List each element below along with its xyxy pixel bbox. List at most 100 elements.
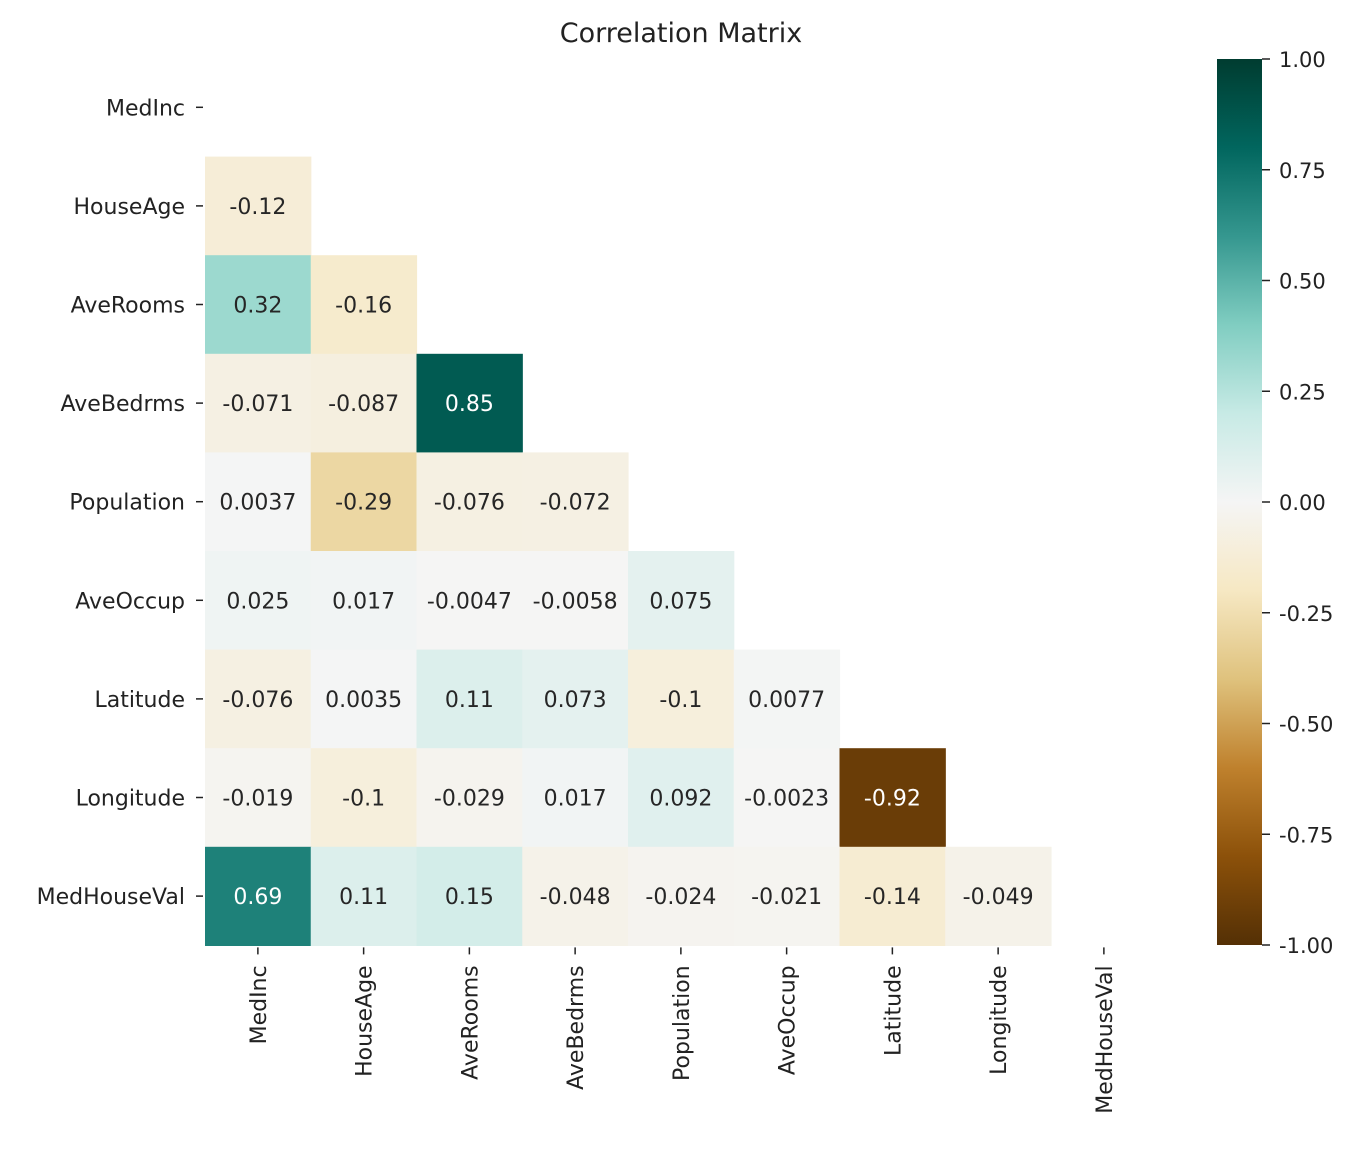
cell-value-label: -0.072 (540, 491, 611, 516)
y-tick-label: HouseAge (74, 195, 186, 220)
cell-value-label: -0.024 (645, 885, 716, 910)
cell-value-label: -0.029 (434, 787, 505, 812)
y-tick-label: AveBedrms (61, 392, 185, 417)
x-axis: MedInc HouseAge AveRooms AveBedrms Populatio… (247, 947, 1118, 1114)
heatmap-cell (733, 846, 841, 946)
heatmap-cell (733, 649, 841, 749)
cell-annotations: -0.12 0.32 -0.16 -0.071 -0.087 0.85 0.0037 -0.2… (219, 195, 1033, 910)
colorbar-gradient (1217, 59, 1262, 945)
cell-value-label: -0.019 (222, 787, 293, 812)
x-tick-label: Longitude (987, 965, 1012, 1074)
y-tick-label: Population (69, 491, 185, 516)
cell-value-label: -0.29 (335, 491, 392, 516)
y-tick-label: Latitude (94, 688, 185, 713)
cell-value-label: -0.021 (751, 885, 822, 910)
cell-value-label: 0.075 (649, 589, 712, 614)
cell-value-label: 0.073 (544, 688, 607, 713)
colorbar-tick-label: -0.25 (1279, 602, 1333, 626)
heatmap-cell (628, 846, 735, 946)
heatmap-cell (205, 748, 312, 848)
x-tick-label: MedInc (247, 965, 272, 1044)
heatmap-cells (205, 156, 1052, 946)
colorbar-tick-label: 0.75 (1279, 159, 1326, 183)
heatmap-cell (839, 846, 946, 946)
heatmap-cell (522, 452, 629, 552)
cell-value-label: -0.049 (963, 885, 1034, 910)
cell-value-label: -0.076 (222, 688, 293, 713)
cell-value-label: 0.32 (233, 294, 282, 319)
cell-value-label: 0.0077 (748, 688, 825, 713)
cell-value-label: -0.087 (328, 392, 399, 417)
heatmap-cell (416, 452, 523, 552)
x-tick-label: HouseAge (353, 965, 378, 1077)
heatmap-cell (310, 649, 418, 749)
colorbar-tick-label: 0.00 (1279, 491, 1326, 515)
x-tick-label: MedHouseVal (1093, 965, 1118, 1113)
heatmap-cell (205, 551, 312, 651)
cell-value-label: 0.0037 (219, 491, 296, 516)
chart-title: Correlation Matrix (560, 18, 802, 49)
heatmap-cell (733, 748, 841, 848)
heatmap-cell (310, 452, 418, 552)
cell-value-label: -0.076 (434, 491, 505, 516)
heatmap-cell (522, 649, 629, 749)
heatmap-cell (310, 846, 418, 946)
heatmap-cell (416, 649, 523, 749)
heatmap-cell (310, 551, 418, 651)
cell-value-label: -0.0047 (427, 589, 512, 614)
colorbar-tick-label: -0.75 (1279, 823, 1333, 847)
heatmap-cell (416, 846, 523, 946)
heatmap-cell (522, 846, 629, 946)
cell-value-label: 0.15 (445, 885, 494, 910)
cell-value-label: 0.017 (332, 589, 395, 614)
y-tick-label: AveRooms (71, 294, 185, 319)
cell-value-label: 0.017 (544, 787, 607, 812)
cell-value-label: -0.0023 (744, 787, 829, 812)
cell-value-label: -0.92 (864, 787, 921, 812)
heatmap-cell (628, 748, 735, 848)
heatmap-cell (416, 551, 523, 651)
heatmap-cell (628, 551, 735, 651)
heatmap-cell (205, 255, 312, 355)
cell-value-label: -0.12 (229, 195, 286, 220)
heatmap-cell (310, 748, 418, 848)
heatmap-cell (416, 748, 523, 848)
heatmap-cell (416, 353, 523, 453)
x-tick-label: Latitude (881, 965, 906, 1056)
heatmap-cell (839, 748, 946, 848)
heatmap-cell (205, 649, 312, 749)
y-axis: MedInc HouseAge AveRooms AveBedrms Populatio… (37, 96, 203, 910)
x-tick-label: AveBedrms (564, 965, 589, 1089)
colorbar-tick-label: 0.50 (1279, 270, 1326, 294)
cell-value-label: -0.1 (659, 688, 702, 713)
heatmap-cell (205, 156, 312, 256)
heatmap-cell (310, 353, 418, 453)
cell-value-label: -0.1 (342, 787, 385, 812)
heatmap-cell (628, 649, 735, 749)
x-tick-label: AveOccup (776, 965, 801, 1075)
y-tick-label: AveOccup (75, 589, 185, 614)
colorbar-tick-label: -0.50 (1279, 713, 1333, 737)
y-tick-label: MedHouseVal (37, 885, 185, 910)
cell-value-label: 0.092 (649, 787, 712, 812)
heatmap-cell (205, 353, 312, 453)
cell-value-label: 0.11 (339, 885, 388, 910)
cell-value-label: -0.071 (222, 392, 293, 417)
cell-value-label: 0.0035 (325, 688, 402, 713)
heatmap-cell (945, 846, 1052, 946)
cell-value-label: -0.0058 (533, 589, 618, 614)
cell-value-label: 0.69 (233, 885, 282, 910)
heatmap-cell (522, 748, 629, 848)
heatmap-cell (205, 846, 312, 946)
cell-value-label: 0.85 (445, 392, 494, 417)
cell-value-label: -0.048 (540, 885, 611, 910)
heatmap-cell (310, 255, 418, 355)
colorbar-tick-label: 1.00 (1279, 48, 1326, 72)
x-tick-label: AveRooms (458, 965, 483, 1079)
heatmap-cell (205, 452, 312, 552)
x-tick-label: Population (670, 965, 695, 1081)
y-tick-label: MedInc (106, 96, 185, 121)
cell-value-label: -0.16 (335, 294, 392, 319)
cell-value-label: 0.11 (445, 688, 494, 713)
